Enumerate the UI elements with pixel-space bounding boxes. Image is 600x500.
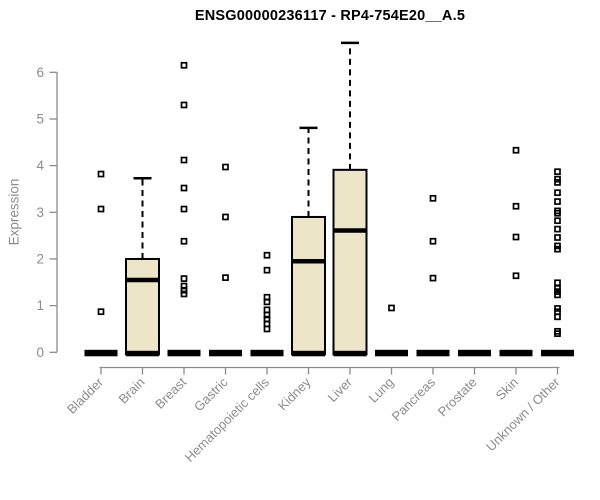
outlier-point-unknown-other — [554, 330, 561, 337]
x-tick-label-skin: Skin — [493, 375, 521, 403]
box-bottom-kidney — [292, 350, 325, 357]
x-tick-label-unknown-other: Unknown / Other — [483, 374, 563, 454]
collapsed-box-skin — [499, 349, 533, 357]
x-tick-label-bladder: Bladder — [64, 374, 107, 417]
chart-title: ENSG00000236117 - RP4-754E20__A.5 — [194, 8, 466, 24]
box-kidney — [291, 215, 326, 356]
outlier-point-unknown-other — [554, 179, 561, 186]
outlier-point-bladder — [97, 308, 105, 316]
outlier-point-bladder — [97, 205, 105, 213]
outlier-point-skin — [512, 202, 520, 210]
outlier-point-breast — [180, 237, 188, 245]
outlier-point-breast — [180, 184, 188, 192]
box-bottom-liver — [333, 350, 367, 357]
y-tick-label: 4 — [36, 158, 44, 173]
outlier-point-gastric — [222, 163, 229, 171]
outlier-point-unknown-other — [554, 189, 561, 197]
outlier-point-unknown-other — [554, 245, 561, 253]
outlier-point-unknown-other — [554, 291, 561, 299]
outlier-point-unknown-other — [554, 234, 561, 241]
collapsed-box-gastric — [209, 349, 242, 357]
outlier-point-unknown-other — [554, 225, 561, 233]
x-tick-label-breast: Breast — [152, 374, 189, 411]
x-tick-label-kidney: Kidney — [275, 374, 314, 413]
outlier-point-hematopoietic-cells — [263, 251, 271, 259]
x-tick-label-brain: Brain — [116, 375, 148, 407]
collapsed-box-pancreas — [416, 349, 450, 357]
y-tick-label: 2 — [36, 251, 44, 266]
x-tick-label-lung: Lung — [366, 375, 397, 406]
outlier-point-unknown-other — [554, 168, 561, 176]
outlier-point-gastric — [222, 213, 229, 221]
y-tick-label: 6 — [36, 65, 44, 80]
collapsed-box-bladder — [84, 349, 118, 357]
outlier-point-pancreas — [429, 274, 437, 282]
x-tick-label-prostate: Prostate — [435, 375, 480, 420]
outlier-point-hematopoietic-cells — [263, 266, 271, 274]
collapsed-box-unknown-other — [541, 349, 574, 357]
collapsed-box-lung — [375, 349, 408, 357]
y-tick-label: 1 — [36, 298, 44, 313]
y-tick-label: 5 — [36, 111, 44, 126]
collapsed-box-prostate — [458, 349, 491, 357]
outlier-point-gastric — [222, 274, 229, 281]
outlier-point-bladder — [97, 170, 105, 178]
outlier-point-hematopoietic-cells — [263, 306, 271, 314]
outlier-point-unknown-other — [554, 313, 561, 321]
outlier-point-hematopoietic-cells — [263, 325, 271, 333]
outlier-point-breast — [180, 101, 188, 109]
box-liver — [332, 168, 368, 356]
outlier-point-skin — [512, 146, 520, 154]
outlier-point-breast — [180, 275, 188, 282]
y-tick-label: 0 — [36, 345, 44, 360]
x-tick-label-pancreas: Pancreas — [389, 374, 439, 424]
outlier-point-hematopoietic-cells — [263, 298, 271, 306]
outlier-point-breast — [180, 286, 188, 294]
y-axis-title: Expression — [6, 178, 22, 246]
outlier-point-breast — [180, 205, 188, 213]
outlier-point-lung — [388, 304, 395, 312]
outlier-point-breast — [180, 156, 188, 164]
box-brain — [125, 257, 160, 356]
outlier-point-pancreas — [429, 194, 437, 202]
outlier-point-breast — [180, 290, 188, 298]
outlier-point-hematopoietic-cells — [263, 320, 271, 328]
outlier-point-unknown-other — [554, 198, 561, 205]
outlier-point-unknown-other — [554, 279, 561, 287]
outlier-point-unknown-other — [554, 209, 561, 217]
collapsed-box-breast — [167, 349, 201, 357]
outlier-point-skin — [512, 272, 520, 280]
x-tick-label-gastric: Gastric — [191, 374, 231, 414]
outlier-point-pancreas — [429, 237, 437, 245]
x-tick-label-liver: Liver — [325, 374, 356, 405]
y-tick-label: 3 — [36, 205, 44, 220]
collapsed-box-hematopoietic-cells — [250, 349, 284, 357]
box-bottom-brain — [126, 350, 159, 357]
outlier-point-unknown-other — [554, 217, 561, 225]
outlier-point-breast — [180, 61, 188, 69]
outlier-point-skin — [512, 233, 520, 241]
